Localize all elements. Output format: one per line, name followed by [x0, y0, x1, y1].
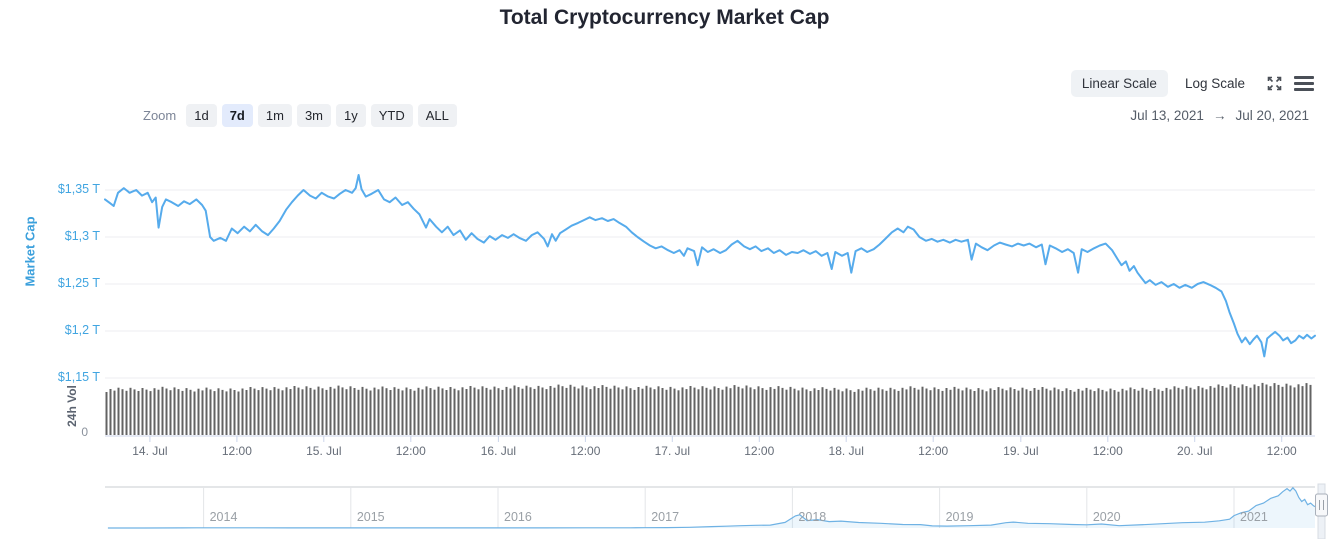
x-axis [105, 435, 1315, 442]
y-axis-tick-label: $1,15 T [57, 370, 100, 384]
x-axis-tick-label: 15. Jul [306, 444, 342, 458]
linear-scale-button[interactable]: Linear Scale [1070, 70, 1168, 97]
x-axis-tick-label: 12:00 [744, 444, 775, 458]
volume-bars [105, 382, 1312, 435]
zoom-button-ytd[interactable]: YTD [370, 104, 413, 127]
y-axis-tick-label: $1,25 T [57, 276, 100, 290]
zoom-button-all[interactable]: ALL [417, 104, 457, 127]
x-axis-tick-label: 12:00 [570, 444, 601, 458]
navigator-year-label: 2019 [945, 510, 974, 524]
navigator-year-label: 2018 [798, 510, 827, 524]
fullscreen-icon[interactable] [1262, 72, 1286, 96]
y-axis-tick-label: $1,2 T [64, 323, 100, 337]
zoom-button-3m[interactable]: 3m [296, 104, 331, 127]
date-range-end[interactable]: Jul 20, 2021 [1235, 108, 1309, 123]
date-range-start[interactable]: Jul 13, 2021 [1130, 108, 1204, 123]
x-axis-tick-label: 14. Jul [132, 444, 168, 458]
navigator-year-label: 2016 [504, 510, 532, 524]
navigator-year-label: 2014 [209, 510, 238, 524]
zoom-button-1d[interactable]: 1d [186, 104, 217, 127]
x-axis-tick-label: 12:00 [221, 444, 252, 458]
navigator-right-handle [1315, 493, 1328, 517]
navigator-year-label: 2020 [1092, 510, 1121, 524]
menu-hamburger-icon[interactable] [1292, 72, 1316, 96]
date-range[interactable]: Jul 13, 2021 → Jul 20, 2021 [1130, 108, 1309, 123]
x-axis-tick-label: 12:00 [918, 444, 949, 458]
zoom-button-1m[interactable]: 1m [257, 104, 292, 127]
x-axis-tick-label: 12:00 [395, 444, 426, 458]
y-axis-title: Market Cap [22, 216, 38, 287]
zoom-range-buttons: Zoom 1d 7d 1m 3m 1y YTD ALL [143, 104, 457, 127]
zoom-label: Zoom [143, 108, 177, 123]
market-cap-line[interactable] [104, 174, 1316, 358]
zoom-button-1y[interactable]: 1y [336, 104, 366, 127]
log-scale-button[interactable]: Log Scale [1184, 76, 1245, 91]
x-axis-tick-label: 19. Jul [1003, 444, 1039, 458]
date-range-arrow-icon: → [1212, 108, 1227, 123]
x-axis-tick-label: 17. Jul [654, 444, 690, 458]
scale-controls: Linear Scale Log Scale [1070, 70, 1316, 97]
y-gridlines [105, 189, 1315, 379]
x-axis-tick-label: 12:00 [1092, 444, 1123, 458]
x-axis-tick-label: 20. Jul [1177, 444, 1213, 458]
x-axis-tick-label: 18. Jul [828, 444, 864, 458]
navigator-year-label: 2017 [651, 510, 680, 524]
page-title: Total Cryptocurrency Market Cap [499, 6, 830, 29]
y-axis-tick-label: $1,35 T [57, 182, 100, 196]
zoom-button-7d[interactable]: 7d [221, 104, 253, 127]
navigator-line [107, 486, 1316, 529]
x-axis-tick-label: 12:00 [1266, 444, 1297, 458]
x-axis-tick-label: 16. Jul [480, 444, 517, 458]
navigator-year-label: 2015 [356, 510, 385, 524]
navigator-area [105, 487, 1315, 528]
volume-zero-label: 0 [81, 425, 88, 439]
navigator-year-label: 2021 [1240, 510, 1268, 524]
navigator-scrollbar[interactable] [1315, 483, 1328, 539]
y-axis-tick-label: $1,3 T [64, 229, 100, 243]
navigator[interactable] [105, 486, 1316, 529]
